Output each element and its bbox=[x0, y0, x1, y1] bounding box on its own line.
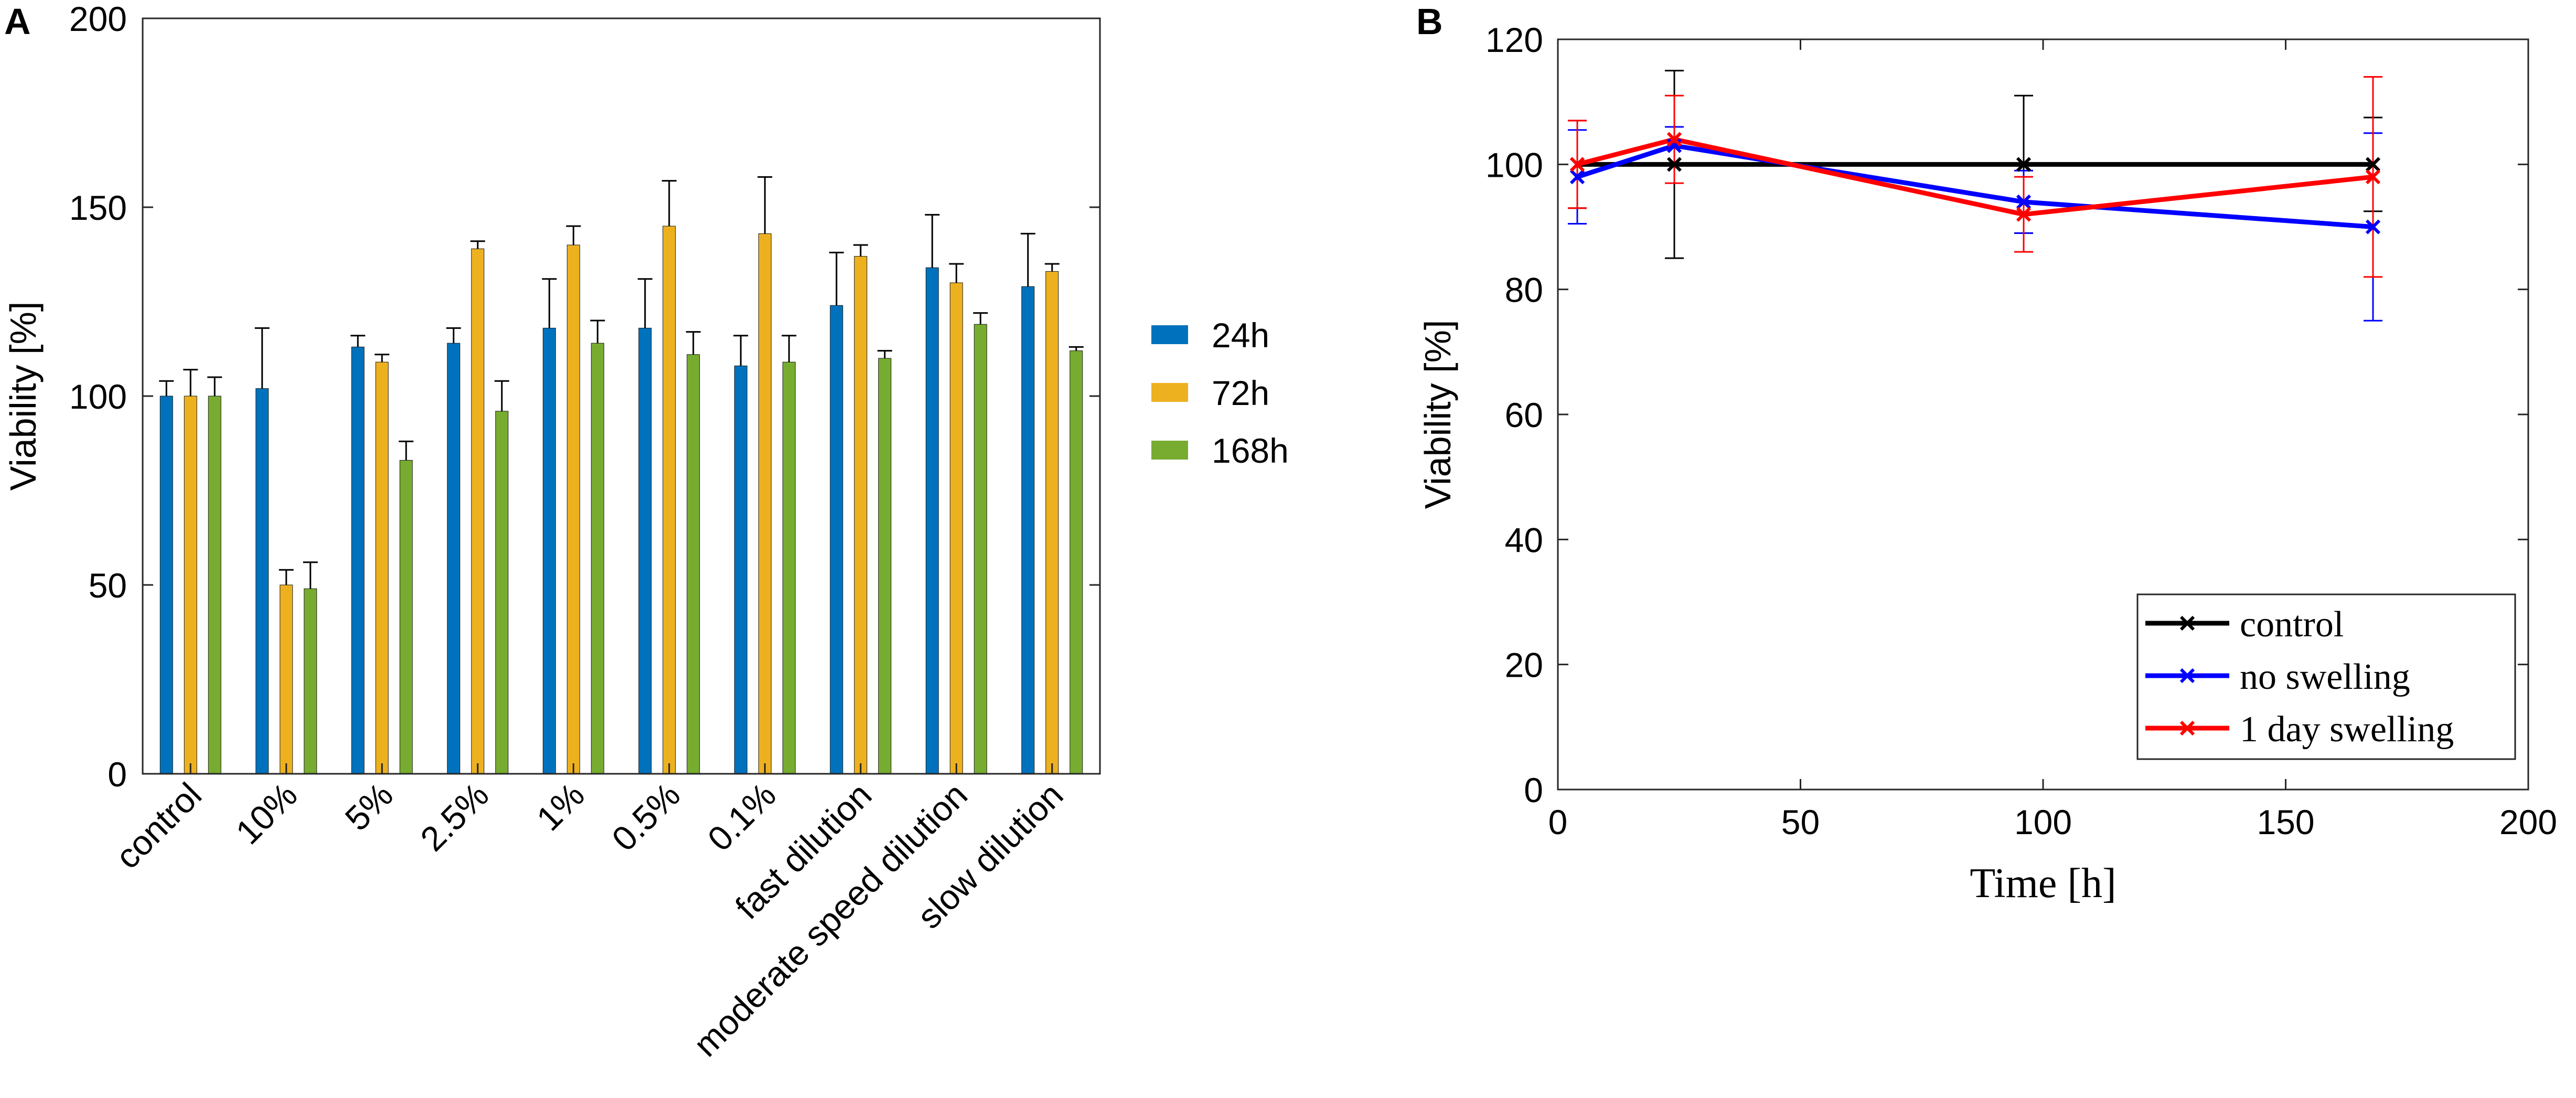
legend-marker-control bbox=[2179, 615, 2195, 631]
x-tick-label-100: 100 bbox=[2014, 803, 2072, 841]
bar-168h-2-5 bbox=[495, 411, 509, 774]
bar-24h-1 bbox=[542, 327, 556, 774]
x-tick-label-50: 50 bbox=[1781, 803, 1820, 841]
legend-label-control: control bbox=[2240, 604, 2344, 645]
legend-marker-1-day-swelling bbox=[2179, 720, 2195, 736]
panel-a-y-axis-ticks: 0 50 100 150 200 bbox=[69, 0, 1100, 794]
panel-a-bars bbox=[159, 226, 1083, 774]
bar-168h-slow-dilution bbox=[1070, 350, 1083, 774]
panel-b-x-axis-label: Time [h] bbox=[1970, 860, 2116, 907]
bar-168h-fast-dilution bbox=[878, 358, 892, 774]
x-tick-label-200: 200 bbox=[2499, 803, 2557, 841]
y-tick-label-100: 100 bbox=[69, 377, 127, 416]
bar-168h-0-1 bbox=[782, 361, 796, 774]
x-tick-label-150: 150 bbox=[2257, 803, 2314, 841]
marker-1-day-swelling-24 bbox=[1666, 132, 1682, 147]
bar-168h-1 bbox=[591, 343, 604, 774]
panel-b-line-chart: B 0 20 40 60 80 100 120 0 50 100 150 200 Viability… bbox=[1416, 1, 2557, 907]
y-tick-label-40: 40 bbox=[1505, 520, 1543, 559]
legend-label-24h: 24h bbox=[1212, 316, 1269, 355]
panel-b-label: B bbox=[1416, 1, 1443, 42]
bar-24h-control bbox=[159, 396, 173, 774]
bar-168h-5 bbox=[399, 460, 413, 774]
bar-24h-0-1 bbox=[734, 365, 747, 774]
bar-72h-fast-dilution bbox=[854, 256, 868, 774]
panel-b-markers bbox=[1569, 132, 2381, 234]
panel-b-x-axis-ticks: 0 50 100 150 200 bbox=[1548, 39, 2557, 841]
bar-24h-5 bbox=[351, 346, 365, 774]
bar-24h-2-5 bbox=[447, 343, 461, 774]
bar-72h-slow-dilution bbox=[1045, 271, 1059, 774]
marker-1-day-swelling-96 bbox=[2016, 207, 2032, 222]
bar-72h-10 bbox=[280, 584, 293, 774]
bar-168h-moderate-speed-dilution bbox=[974, 324, 987, 774]
y-tick-label-200: 200 bbox=[69, 0, 127, 38]
y-tick-label-20: 20 bbox=[1505, 646, 1543, 685]
legend-swatch-168h bbox=[1151, 441, 1188, 460]
legend-label-1-day-swelling: 1 day swelling bbox=[2240, 709, 2454, 750]
panel-a-y-axis-label: Viability [%] bbox=[3, 302, 44, 491]
legend-label-no-swelling: no swelling bbox=[2240, 657, 2410, 697]
y-tick-label-60: 60 bbox=[1505, 396, 1543, 434]
y-tick-label-50: 50 bbox=[89, 566, 127, 605]
marker-no-swelling-96 bbox=[2016, 194, 2032, 209]
bar-168h-10 bbox=[304, 588, 317, 774]
bar-72h-2-5 bbox=[471, 248, 485, 774]
bar-24h-moderate-speed-dilution bbox=[925, 267, 939, 774]
bar-72h-0-5 bbox=[662, 226, 676, 774]
bar-72h-control bbox=[184, 396, 197, 774]
bar-72h-0-1 bbox=[758, 233, 772, 774]
panel-a-error-bars bbox=[159, 176, 1084, 589]
bar-168h-0-5 bbox=[687, 354, 700, 774]
legend-swatch-24h bbox=[1151, 325, 1188, 344]
marker-no-swelling-168 bbox=[2365, 219, 2381, 234]
bar-168h-control bbox=[208, 396, 221, 774]
y-tick-label-150: 150 bbox=[69, 188, 127, 227]
series-line-no-swelling bbox=[1576, 143, 2374, 229]
bar-24h-slow-dilution bbox=[1021, 286, 1035, 774]
y-tick-label-0: 0 bbox=[1524, 771, 1543, 809]
bar-72h-5 bbox=[375, 361, 389, 774]
marker-control-168 bbox=[2365, 157, 2381, 172]
bar-72h-1 bbox=[566, 244, 580, 774]
bar-72h-moderate-speed-dilution bbox=[949, 282, 963, 774]
bar-24h-10 bbox=[255, 388, 269, 774]
x-tick-label-0: 0 bbox=[1548, 803, 1568, 841]
marker-control-24 bbox=[1666, 157, 1682, 172]
y-tick-label-120: 120 bbox=[1485, 20, 1543, 59]
legend-label-72h: 72h bbox=[1212, 374, 1269, 412]
y-tick-label-0: 0 bbox=[108, 755, 127, 794]
panel-a-label: A bbox=[4, 1, 31, 42]
bar-24h-0-5 bbox=[638, 327, 652, 774]
bar-24h-fast-dilution bbox=[830, 305, 843, 774]
panel-b-legend: control no swelling 1 day swelling bbox=[2136, 593, 2516, 760]
legend-swatch-72h bbox=[1151, 383, 1188, 402]
marker-no-swelling-4 bbox=[1569, 169, 1585, 185]
panel-b-series-lines bbox=[1576, 137, 2374, 229]
panel-b-y-axis-label: Viability [%] bbox=[1417, 320, 1458, 509]
legend-marker-no-swelling bbox=[2179, 668, 2195, 684]
marker-1-day-swelling-168 bbox=[2365, 169, 2381, 185]
marker-1-day-swelling-4 bbox=[1569, 157, 1585, 172]
panel-a-legend: 24h 72h 168h bbox=[1151, 316, 1289, 470]
y-tick-label-100: 100 bbox=[1485, 145, 1543, 184]
series-line-1-day-swelling bbox=[1576, 137, 2374, 217]
marker-control-96 bbox=[2016, 157, 2032, 172]
legend-label-168h: 168h bbox=[1212, 431, 1289, 470]
y-tick-label-80: 80 bbox=[1505, 271, 1543, 310]
panel-b-y-axis-ticks: 0 20 40 60 80 100 120 bbox=[1485, 20, 2528, 809]
